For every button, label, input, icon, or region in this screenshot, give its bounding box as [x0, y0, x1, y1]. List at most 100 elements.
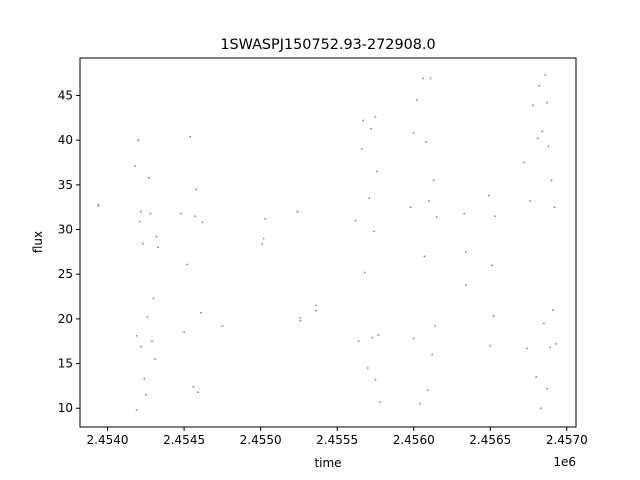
data-point	[137, 139, 140, 142]
data-point	[422, 77, 424, 80]
data-point	[195, 188, 198, 191]
data-point	[553, 206, 556, 209]
data-point	[523, 161, 525, 164]
data-point	[299, 317, 302, 319]
data-point	[261, 242, 264, 245]
data-point	[134, 165, 137, 168]
data-point	[201, 221, 204, 224]
data-point	[135, 335, 138, 337]
data-point	[151, 340, 153, 343]
data-point	[149, 212, 152, 215]
data-point	[550, 179, 553, 182]
data-point	[140, 345, 143, 348]
data-point	[192, 385, 195, 388]
data-point	[299, 319, 302, 322]
x-tick-label: 2.4550	[240, 433, 282, 447]
data-point	[154, 358, 156, 360]
data-point	[197, 391, 199, 394]
data-point	[415, 99, 418, 101]
data-point	[144, 393, 147, 396]
data-point	[189, 135, 192, 138]
data-point	[97, 203, 100, 206]
data-point	[377, 334, 380, 336]
x-axis-label: time	[314, 456, 341, 470]
x-axis-ticks: 2.4540 2.4545 2.4550 2.4555 2.4560 2.4565 2.45…	[87, 427, 588, 447]
x-tick-label: 2.4570	[546, 433, 588, 447]
data-point	[492, 315, 495, 318]
data-point	[547, 145, 550, 148]
data-point	[374, 378, 377, 381]
data-point	[314, 304, 317, 307]
x-tick-label: 2.4560	[393, 433, 435, 447]
x-axis-offset: 1e6	[553, 455, 576, 469]
data-point	[490, 264, 493, 267]
data-point	[370, 127, 372, 130]
y-tick-label: 30	[58, 223, 73, 237]
data-point	[200, 311, 202, 314]
data-point	[314, 309, 317, 312]
data-point	[141, 242, 144, 245]
points-layer	[97, 74, 557, 411]
data-point	[464, 284, 467, 286]
data-point	[146, 316, 149, 318]
data-point	[538, 84, 541, 87]
data-point	[157, 246, 160, 249]
y-tick-label: 10	[58, 401, 73, 415]
data-point	[541, 130, 544, 133]
data-point	[544, 74, 547, 76]
data-point	[193, 215, 196, 218]
data-point	[368, 197, 371, 200]
data-point	[409, 206, 412, 209]
data-point	[360, 148, 363, 151]
data-point	[148, 176, 150, 179]
chart-title: 1SWASPJ150752.93-272908.0	[220, 37, 435, 53]
data-point	[362, 119, 365, 122]
data-point	[546, 387, 548, 390]
y-tick-label: 20	[58, 312, 73, 326]
data-point	[412, 337, 415, 340]
data-point	[425, 141, 427, 143]
data-point	[376, 170, 378, 173]
data-point	[489, 344, 492, 347]
data-point	[180, 212, 182, 215]
data-point	[494, 215, 496, 218]
data-point	[183, 331, 186, 334]
data-point	[552, 309, 554, 311]
data-point	[434, 325, 437, 327]
y-tick-label: 40	[58, 133, 73, 147]
data-point	[363, 271, 366, 274]
x-tick-label: 2.4565	[469, 433, 511, 447]
data-point	[357, 340, 360, 343]
data-point	[555, 343, 557, 345]
y-axis-label: flux	[31, 231, 45, 253]
data-point	[97, 205, 100, 208]
data-point	[464, 251, 467, 253]
y-tick-label: 15	[58, 357, 73, 371]
data-point	[549, 346, 551, 349]
data-point	[143, 377, 146, 380]
plot-frame	[79, 57, 577, 428]
data-point	[487, 194, 490, 197]
data-point	[535, 376, 538, 378]
data-point	[529, 200, 531, 202]
data-point	[366, 367, 369, 369]
data-point	[423, 255, 426, 258]
data-point	[426, 389, 429, 392]
data-point	[354, 219, 357, 222]
data-point	[138, 220, 141, 223]
data-point	[432, 179, 435, 182]
y-axis-ticks: 10 15 20 25 30 35 40 45	[58, 89, 80, 415]
x-tick-label: 2.4545	[163, 433, 205, 447]
data-point	[152, 297, 155, 300]
data-point	[463, 212, 466, 215]
data-point	[526, 347, 528, 350]
data-point	[539, 407, 542, 410]
data-point	[546, 101, 548, 104]
data-point	[135, 409, 138, 411]
y-tick-label: 45	[58, 89, 73, 103]
data-point	[536, 137, 539, 140]
x-tick-label: 2.4555	[316, 433, 358, 447]
data-point	[419, 402, 421, 405]
